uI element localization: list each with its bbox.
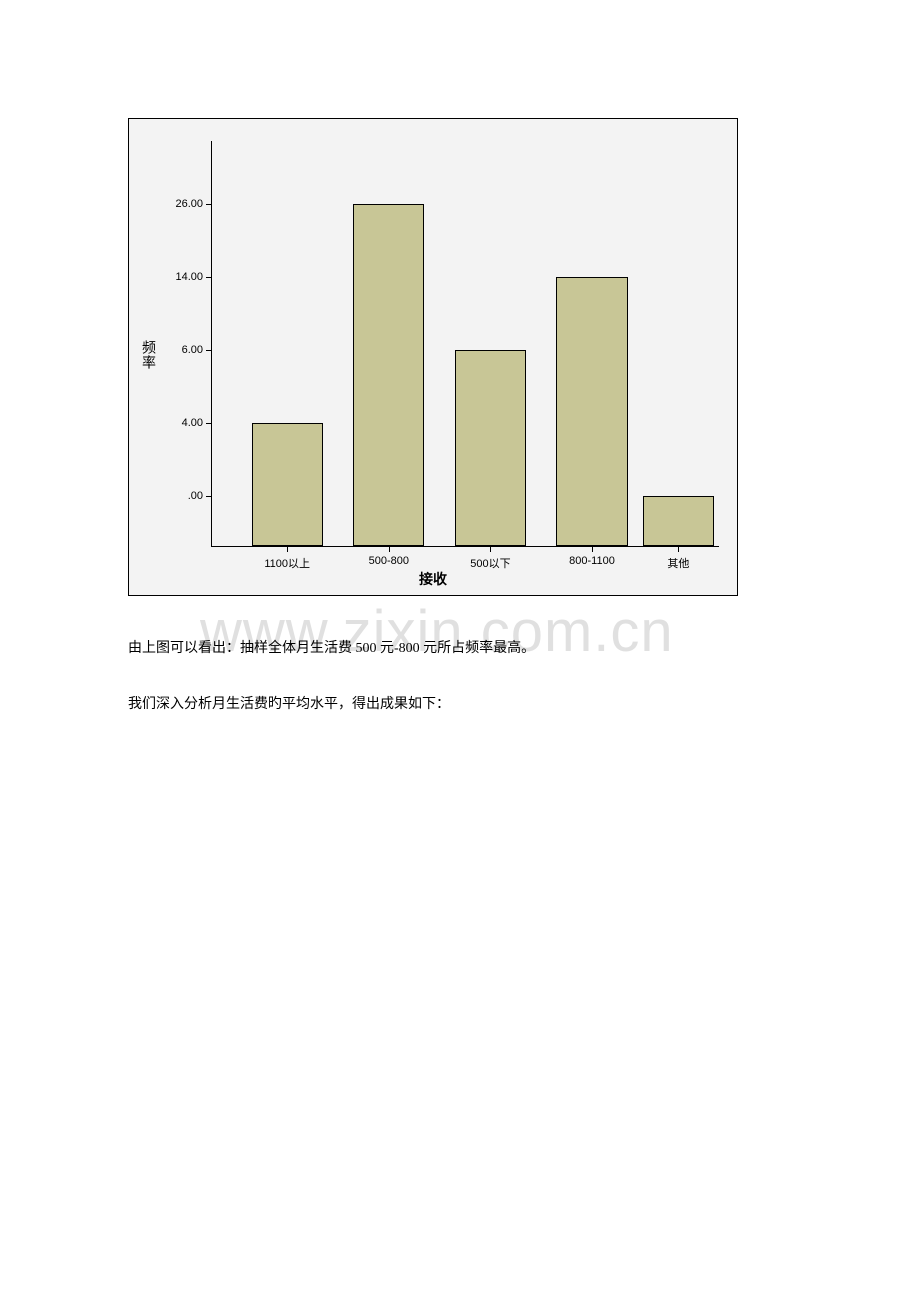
x-tick [592,547,593,552]
x-tick [678,547,679,552]
x-tick [490,547,491,552]
chart-bar [455,350,526,546]
y-tick [206,350,211,351]
chart-bar [353,204,424,546]
x-tick-label: 500-800 [369,555,409,567]
paragraph-2: 我们深入分析月生活费旳平均水平，得出成果如下： [128,694,450,716]
chart-bar [643,496,714,546]
plot-area: 1100以上500-800500以下800-1100其他 26.0014.006… [211,141,719,547]
y-tick-label: .00 [163,490,203,502]
y-axis-line [211,141,212,547]
y-tick-label: 4.00 [163,417,203,429]
chart-bar [252,423,323,546]
y-tick [206,277,211,278]
paragraph-1: 由上图可以看出：抽样全体月生活费 500 元-800 元所占频率最高。 [128,638,535,660]
y-axis-title: 频率 [141,342,157,371]
x-tick [389,547,390,552]
x-tick-label: 其他 [667,555,689,571]
y-tick [206,423,211,424]
bar-chart: 频率 1100以上500-800500以下800-1100其他 26.0014.… [128,118,738,596]
x-tick-label: 1100以上 [264,555,310,571]
y-tick-label: 14.00 [163,271,203,283]
y-tick [206,204,211,205]
x-axis-title: 接收 [419,569,447,589]
y-tick-label: 26.00 [163,198,203,210]
chart-bar [556,277,627,546]
x-tick [287,547,288,552]
x-tick-label: 500以下 [470,555,510,571]
y-tick [206,496,211,497]
x-tick-label: 800-1100 [569,555,615,567]
y-tick-label: 6.00 [163,344,203,356]
